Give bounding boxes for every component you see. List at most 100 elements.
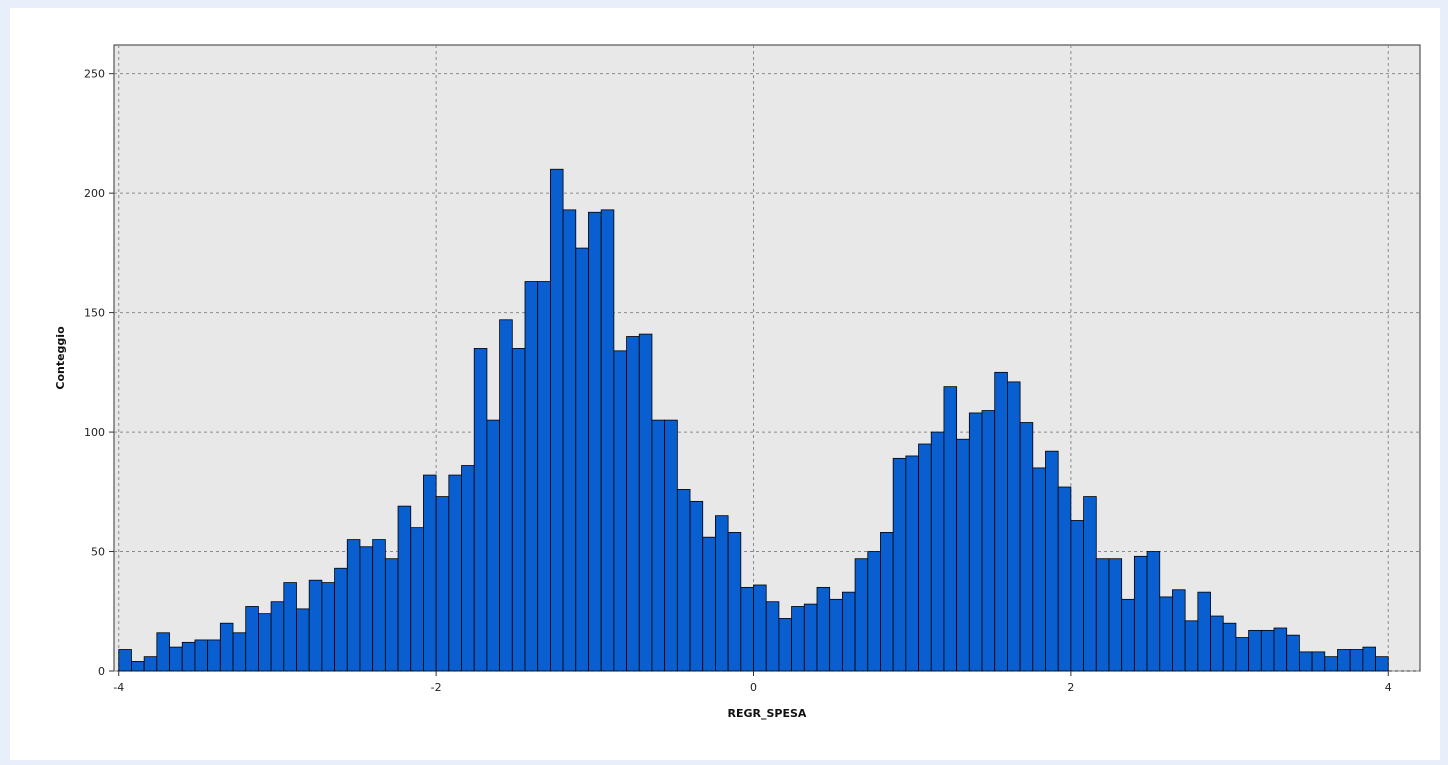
histogram-bar [1235, 637, 1250, 672]
x-tick-label: -2 [431, 681, 442, 694]
histogram-bar [867, 551, 881, 672]
y-tick-label: 50 [91, 546, 105, 559]
histogram-bar [1248, 629, 1262, 672]
histogram-bar [270, 601, 285, 672]
histogram-bar [727, 532, 742, 672]
histogram-bar [1286, 634, 1300, 672]
histogram-bar [829, 598, 843, 672]
histogram-bar [1057, 486, 1072, 672]
histogram-bar [499, 319, 513, 672]
histogram-bar [981, 410, 996, 672]
histogram-bar [1273, 627, 1288, 672]
histogram-bar [600, 209, 615, 672]
histogram-bar [346, 539, 361, 672]
histogram-bar [778, 618, 792, 672]
histogram-bar [156, 632, 170, 672]
histogram-bar [1045, 450, 1059, 672]
histogram-bar [1121, 598, 1135, 672]
histogram-bar [753, 584, 767, 672]
histogram-bar [1070, 520, 1084, 672]
y-tick-label: 200 [84, 187, 105, 200]
histogram-bar [296, 608, 310, 672]
histogram-bar [702, 536, 716, 672]
histogram-bar [397, 505, 412, 672]
histogram-bar [562, 209, 577, 672]
histogram-bar [549, 168, 564, 672]
bars [118, 168, 1389, 672]
histogram-bar [1337, 649, 1351, 672]
histogram-bar [194, 639, 209, 672]
histogram-bar [715, 515, 729, 672]
histogram-bar [791, 606, 805, 672]
histogram-bar [359, 546, 374, 672]
histogram-bar [1210, 615, 1224, 672]
histogram-bar [1298, 651, 1313, 672]
histogram-bar [930, 431, 945, 672]
histogram-bar [994, 371, 1008, 672]
histogram-bar [1349, 649, 1364, 672]
histogram-bar [905, 455, 919, 672]
x-tick-label: -4 [113, 681, 124, 694]
y-tick-label: 150 [84, 307, 105, 320]
histogram-bar [143, 656, 158, 672]
histogram-bar [169, 646, 183, 672]
histogram-bar [321, 582, 335, 672]
histogram-bar [1324, 656, 1338, 672]
histogram-bar [423, 474, 437, 672]
histogram-bar [1133, 555, 1148, 672]
histogram-bar [258, 613, 272, 672]
histogram-bar [854, 558, 869, 672]
histogram-bar [334, 567, 348, 672]
x-tick-label: 2 [1067, 681, 1074, 694]
histogram-bar [384, 558, 399, 672]
histogram-bar [664, 419, 678, 672]
axis-ticks: -4 -2 0 2 4 0 50 100 150 200 250 [84, 68, 1392, 694]
histogram-bar [816, 586, 831, 672]
histogram-bar [232, 632, 247, 672]
plot-area [113, 44, 1421, 672]
histogram-bar [308, 579, 323, 672]
histogram-bar [613, 350, 627, 672]
histogram-bar [486, 419, 501, 672]
histogram-chart: -4 -2 0 2 4 0 50 100 150 200 250 Conteggio REGR_SP… [54, 44, 1421, 720]
histogram-bar [956, 438, 970, 672]
histogram-bar [1362, 646, 1376, 672]
histogram-bar [765, 601, 780, 672]
histogram-bar [524, 281, 539, 672]
histogram-bar [283, 582, 297, 672]
histogram-bar [651, 419, 666, 672]
histogram-bar [410, 527, 424, 672]
histogram-bar [1172, 589, 1186, 672]
histogram-bar [892, 457, 907, 672]
histogram-bar [1032, 467, 1046, 672]
histogram-bar [943, 386, 958, 672]
histogram-bar [626, 336, 640, 672]
histogram-bar [1197, 591, 1211, 672]
chart-canvas: -4 -2 0 2 4 0 50 100 150 200 250 Conteggio REGR_SP… [10, 8, 1440, 760]
histogram-bar [473, 348, 488, 672]
histogram-bar [638, 333, 653, 672]
histogram-bar [1007, 381, 1021, 672]
y-axis-title: Conteggio [54, 326, 67, 390]
histogram-bar [1146, 551, 1161, 672]
histogram-bar [1095, 558, 1110, 672]
histogram-bar [435, 496, 450, 672]
histogram-bar [1019, 422, 1034, 672]
histogram-bar [245, 606, 259, 672]
histogram-bar [676, 489, 691, 672]
histogram-bar [740, 586, 754, 672]
histogram-bar [461, 465, 475, 672]
histogram-bar [588, 211, 602, 672]
x-axis-title: REGR_SPESA [728, 707, 807, 720]
histogram-bar [131, 661, 145, 672]
y-tick-label: 250 [84, 68, 105, 81]
y-tick-label: 0 [98, 665, 105, 678]
histogram-bar [1260, 629, 1275, 672]
histogram-bar [1222, 622, 1237, 672]
histogram-bar [219, 622, 234, 672]
histogram-bar [1159, 596, 1173, 672]
histogram-bar [1311, 651, 1326, 672]
x-tick-label: 4 [1385, 681, 1392, 694]
histogram-bar [880, 532, 894, 672]
histogram-bar [968, 412, 983, 672]
